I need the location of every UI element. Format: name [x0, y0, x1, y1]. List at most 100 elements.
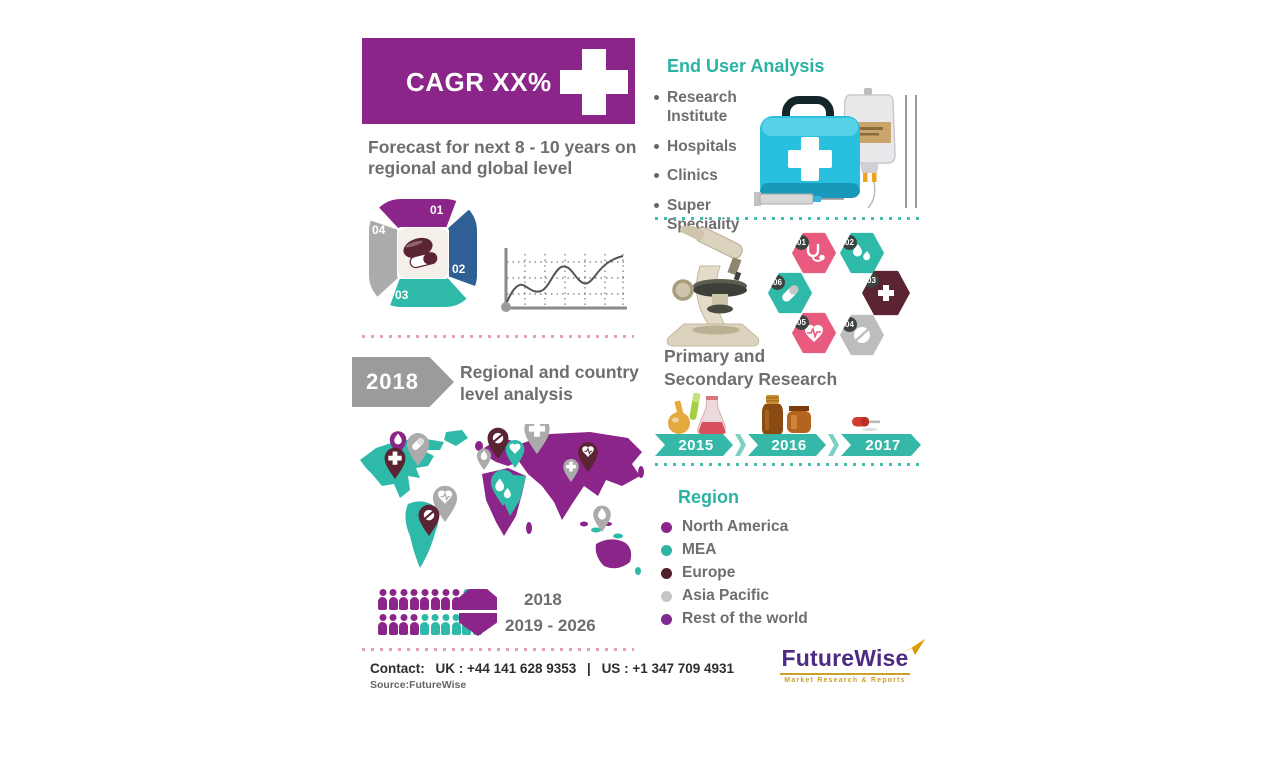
list-item: Research Institute [654, 88, 774, 127]
legend-item: Asia Pacific [661, 587, 808, 605]
legend-item: MEA [661, 541, 808, 559]
dotted-separator [655, 217, 921, 220]
person-icon [441, 614, 450, 635]
population-year-1: 2018 [524, 590, 562, 609]
legend-item: North America [661, 518, 808, 536]
person-icon [409, 589, 419, 610]
person-icon [399, 589, 408, 610]
cagr-banner: CAGR XX% [362, 38, 635, 124]
map-pin-heart [505, 439, 525, 468]
iv-pole [905, 95, 917, 208]
bottles-icon [762, 395, 811, 435]
person-icon [388, 614, 398, 635]
map-pin-droplet [389, 431, 407, 456]
timeline: 2015 2016 2017 [655, 434, 921, 456]
map-pin-cross [524, 424, 550, 454]
legend-dot [661, 590, 672, 602]
bullet-icon [654, 95, 659, 100]
dotted-separator [362, 335, 634, 338]
white-cross-icon [788, 137, 832, 181]
legend-dot [661, 521, 672, 533]
map-pin-heart-ecg [432, 485, 458, 522]
droplets-icon [853, 244, 870, 261]
person-icon [462, 614, 471, 635]
legend-item: Europe [661, 564, 808, 582]
legend-dot [661, 544, 672, 556]
map-pin-cross [384, 447, 406, 479]
legend-dot [661, 567, 672, 579]
heart-pulse-icon [805, 324, 823, 342]
pill-dropper-icon [852, 417, 880, 431]
hexagon-number: 03 [864, 273, 879, 288]
source-line: Source:FutureWise [370, 679, 467, 691]
map-pin-tablet [487, 427, 509, 459]
futurewise-logo: FutureWise Market Research & Reports [780, 639, 925, 684]
bullet-icon [654, 202, 659, 208]
person-icon [420, 614, 429, 635]
region-legend: North America MEA Europe Asia Pacific Re… [661, 518, 808, 633]
person-icon [451, 589, 461, 610]
hexagon-tablet: 04 [839, 314, 885, 356]
dotted-separator [655, 463, 921, 466]
person-icon [420, 589, 429, 610]
cycle-diagram: 01 02 03 04 [366, 196, 480, 310]
hexagon-stethoscope: 01 [791, 232, 837, 274]
logo-tagline: Market Research & Reports [784, 677, 906, 684]
list-item: Clinics [654, 166, 774, 185]
person-icon [378, 614, 387, 635]
syringe-icon [754, 192, 844, 206]
hexagon-heart-pulse: 05 [791, 312, 837, 354]
map-pin-heart-ecg [578, 442, 598, 472]
contact-us-phone: US : +1 347 709 4931 [601, 661, 735, 676]
person-icon [378, 589, 387, 610]
person-icon [430, 614, 440, 635]
contact-uk-phone: UK : +44 141 628 9353 [435, 661, 577, 676]
cross-icon [878, 285, 894, 301]
year-arrow-text: 2018 [366, 369, 419, 394]
map-pin-droplets [490, 469, 516, 506]
pills-icon [403, 237, 438, 269]
bullet-icon [654, 173, 659, 179]
hexagon-number: 05 [794, 315, 809, 330]
person-icon [430, 589, 440, 610]
timeline-segment: 2015 [655, 434, 733, 456]
flasks-icon [668, 392, 726, 435]
cycle-step-4: 04 [372, 223, 386, 237]
hexagon-top-icon [459, 589, 497, 610]
hexagon-cross: 03 [862, 270, 910, 316]
year-arrow: 2018 [352, 357, 454, 407]
cycle-step-3: 03 [395, 288, 409, 302]
contact-line: Contact: UK : +44 141 628 9353 | US : +1… [370, 661, 741, 676]
map-pin-droplet [476, 448, 492, 470]
hexagon-number: 02 [842, 235, 857, 250]
capsule-icon [782, 285, 799, 302]
chevron-icon [735, 434, 746, 456]
map-pin-tablet [418, 504, 440, 536]
first-aid-kit-icon [760, 96, 860, 198]
population-year-2: 2019 - 2026 [505, 616, 596, 635]
cycle-step-1: 01 [430, 203, 444, 217]
hexagon-number: 01 [794, 235, 809, 250]
person-icon [441, 589, 450, 610]
hexagon-number: 04 [842, 317, 857, 332]
paper-plane-icon [902, 639, 925, 655]
stethoscope-icon [806, 244, 825, 262]
world-map [360, 424, 644, 575]
contact-divider: | [587, 661, 591, 676]
bullet-icon [654, 143, 659, 149]
dotted-separator [362, 648, 634, 651]
map-pin-cross [563, 458, 579, 482]
cagr-text: CAGR XX% [406, 67, 552, 97]
microscope-illustration [666, 226, 760, 347]
hexagon-capsule: 06 [767, 272, 813, 314]
chevron-icon [828, 434, 839, 456]
person-icon [451, 614, 461, 635]
hexagon-droplets: 02 [839, 232, 885, 274]
research-hexagons: 01 02 06 03 [763, 228, 913, 360]
person-icon [399, 614, 408, 635]
tablet-icon [854, 327, 870, 343]
map-pin-capsule [407, 433, 429, 466]
logo-name: FutureWise [781, 639, 925, 672]
end-user-title: End User Analysis [667, 56, 825, 76]
